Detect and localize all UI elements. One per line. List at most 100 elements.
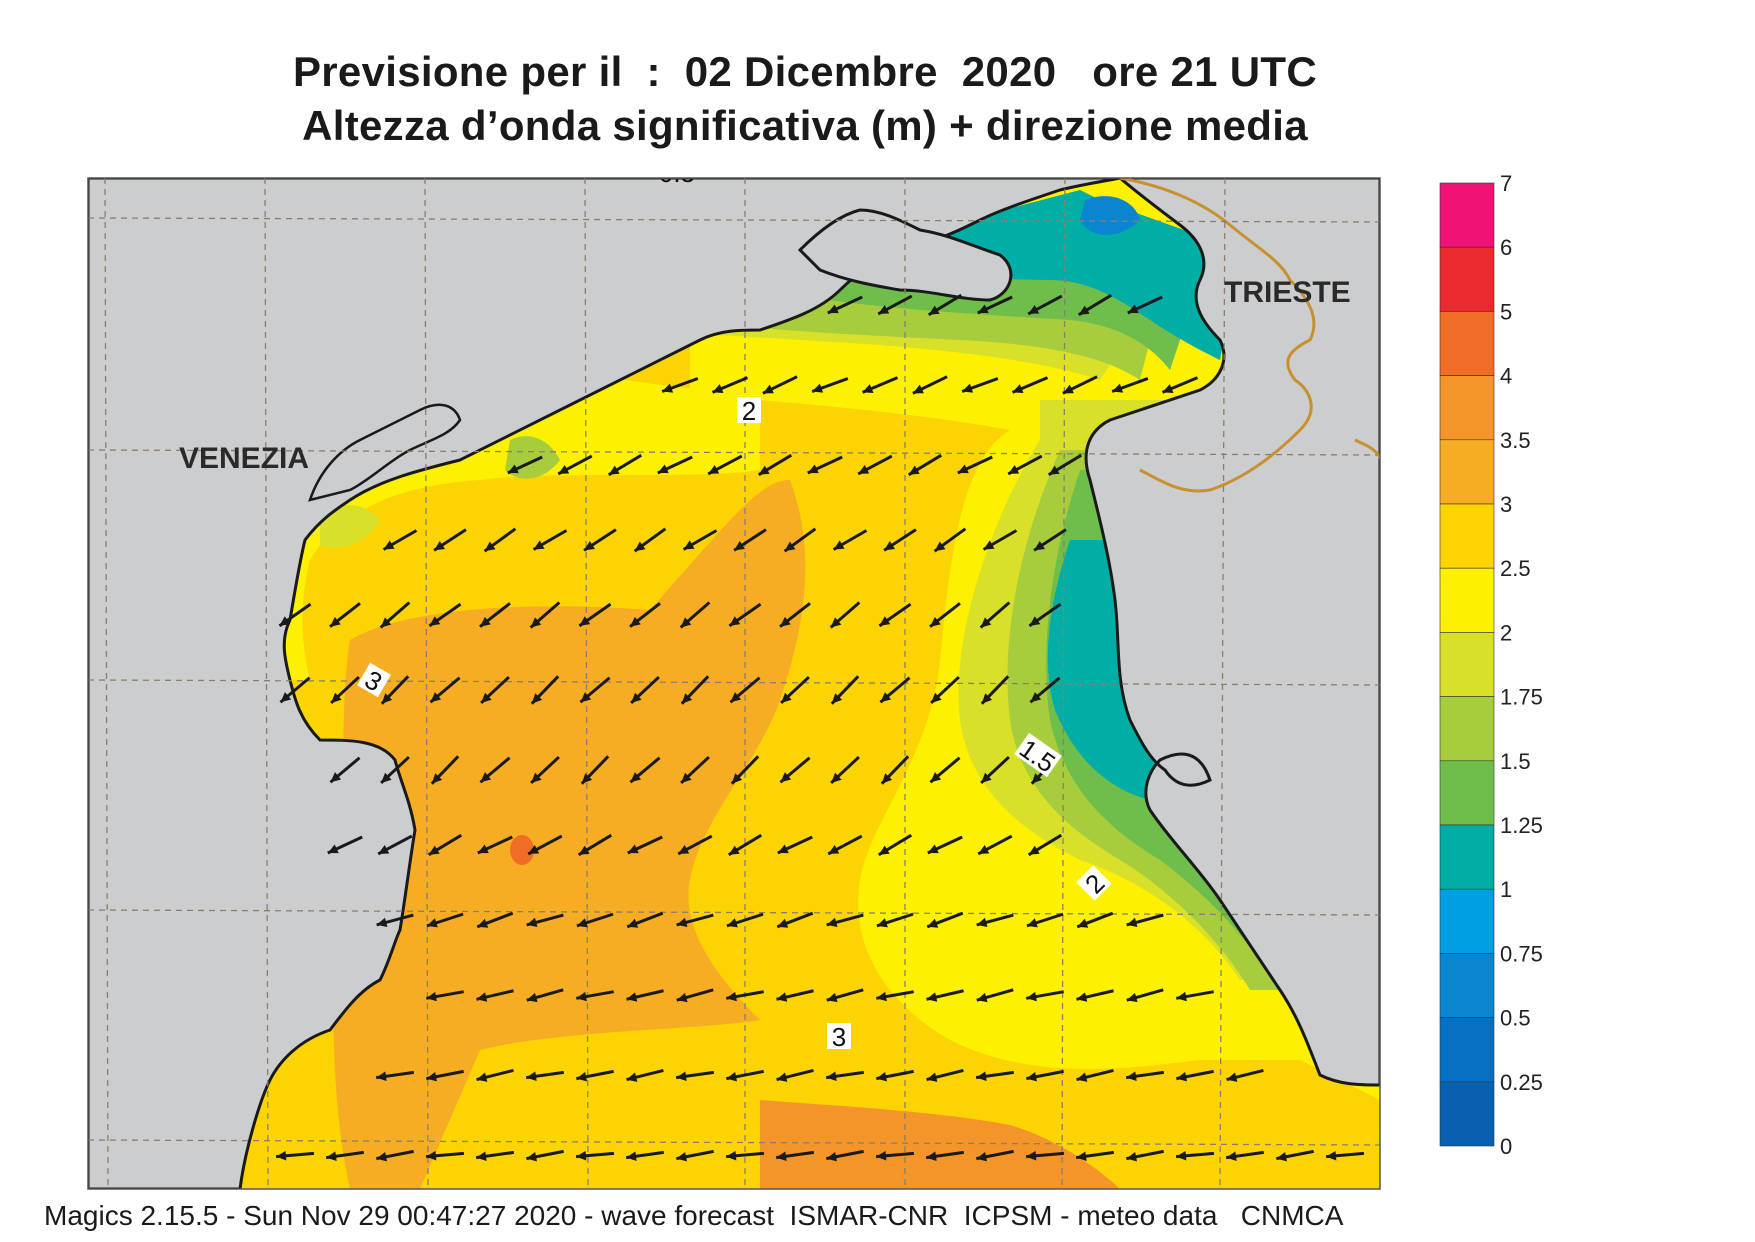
wave-arrow: [927, 293, 963, 317]
wave-arrow: [426, 1069, 464, 1082]
wave-arrow: [927, 835, 963, 855]
wave-arrow: [676, 1149, 714, 1162]
wave-arrow: [330, 675, 360, 705]
wave-arrow: [527, 834, 563, 856]
wave-arrow: [857, 454, 893, 476]
wave-arrow: [977, 834, 1013, 856]
colorbar-segment: [1439, 503, 1495, 569]
wave-arrow: [929, 756, 961, 784]
wave-arrow: [730, 755, 760, 785]
wave-arrow: [375, 1070, 415, 1082]
wave-arrow: [925, 1150, 965, 1162]
wave-arrow: [926, 1068, 964, 1082]
wave-arrow: [1077, 293, 1113, 317]
wave-arrow: [380, 755, 410, 785]
contour-label-2-north: 2: [737, 396, 761, 426]
wave-arrow: [1175, 1151, 1215, 1161]
wave-arrow: [476, 1068, 514, 1082]
wave-arrow: [880, 755, 910, 785]
colorbar-tick-label: 0: [1500, 1134, 1512, 1159]
wave-arrow: [275, 1151, 315, 1161]
svg-text:0.5: 0.5: [659, 158, 695, 188]
wave-arrow: [428, 602, 462, 628]
wave-arrow: [826, 1149, 864, 1162]
wave-arrow: [532, 529, 568, 551]
wave-arrow: [726, 912, 764, 928]
wave-arrow: [1125, 1070, 1165, 1082]
svg-text:3: 3: [832, 1022, 846, 1052]
wave-arrow: [377, 834, 413, 856]
colorbar-segment: [1439, 375, 1495, 441]
wave-arrow: [626, 989, 664, 1002]
wave-arrow: [526, 1149, 564, 1162]
wave-arrow: [1111, 377, 1149, 393]
wave-arrow: [682, 529, 718, 551]
wave-arrow: [926, 911, 964, 929]
wave-arrow: [780, 675, 810, 705]
wave-arrow: [726, 990, 764, 1002]
wave-arrow: [379, 601, 411, 629]
wave-arrow: [725, 1151, 765, 1161]
city-label-trieste: TRIESTE: [1224, 276, 1351, 309]
colorbar-segment: [1439, 824, 1495, 890]
wave-arrow: [607, 453, 643, 477]
wave-arrow: [526, 988, 564, 1003]
wave-arrow: [1026, 1069, 1064, 1082]
wave-arrow: [329, 756, 361, 784]
wave-arrow: [507, 455, 543, 475]
wave-arrow: [382, 529, 418, 551]
land-venice-lagoon: [308, 403, 462, 502]
wave-arrow: [976, 913, 1014, 927]
wave-arrow: [829, 601, 861, 629]
wave-arrow: [980, 755, 1010, 785]
wave-arrow: [530, 755, 560, 785]
wave-arrow: [279, 676, 311, 704]
colorbar-segment: [1439, 1017, 1495, 1083]
wave-arrow: [783, 527, 817, 553]
wave-arrow: [976, 1149, 1014, 1162]
wave-arrow: [777, 835, 813, 855]
title-line-1: Previsione per il : 02 Dicembre 2020 ore…: [292, 48, 1318, 95]
colorbar-tick-label: 1: [1500, 877, 1512, 902]
wave-arrow: [633, 527, 667, 553]
wave-arrow: [1126, 913, 1164, 927]
wave-arrow: [376, 913, 414, 927]
wave-arrow: [1076, 1068, 1114, 1082]
wave-arrow: [976, 988, 1014, 1003]
wave-arrow: [1276, 1149, 1314, 1162]
wave-arrow: [629, 602, 661, 628]
land-east: [1084, 178, 1380, 1087]
wave-arrow: [680, 755, 710, 785]
colorbar-tick-label: 3: [1500, 492, 1512, 517]
wave-arrow: [1026, 990, 1064, 1002]
wave-arrow: [830, 755, 860, 785]
wave-arrow: [1026, 912, 1064, 928]
colorbar-tick-label: 0.75: [1500, 941, 1543, 966]
colorbar-segment: [1439, 760, 1495, 826]
country-border: [1119, 178, 1316, 493]
colorbar-tick-label: 4: [1500, 364, 1512, 389]
wave-arrow: [479, 756, 511, 784]
wave-arrow: [529, 601, 561, 629]
wave-arrow: [530, 675, 560, 705]
wave-arrow: [729, 676, 761, 704]
wave-arrow: [426, 990, 464, 1002]
wave-arrow: [825, 1070, 865, 1082]
zone-1-75m-venice: [320, 505, 380, 549]
wave-arrow: [483, 527, 517, 553]
wave-arrow: [627, 835, 663, 855]
colorbar-tick-label: 1.5: [1500, 749, 1531, 774]
colorbar-tick-label: 2.5: [1500, 556, 1531, 581]
wave-arrow: [1029, 676, 1061, 704]
wave-arrow: [726, 1069, 764, 1082]
wave-arrow: [578, 602, 612, 628]
wave-arrow: [1161, 376, 1199, 394]
colorbar-segment: [1439, 311, 1495, 376]
wave-arrow: [576, 912, 614, 928]
wave-arrow: [875, 1151, 915, 1161]
wave-arrow: [961, 377, 999, 393]
wave-arrow: [1126, 988, 1164, 1003]
wave-arrow: [933, 527, 967, 553]
wave-arrow: [779, 756, 811, 784]
